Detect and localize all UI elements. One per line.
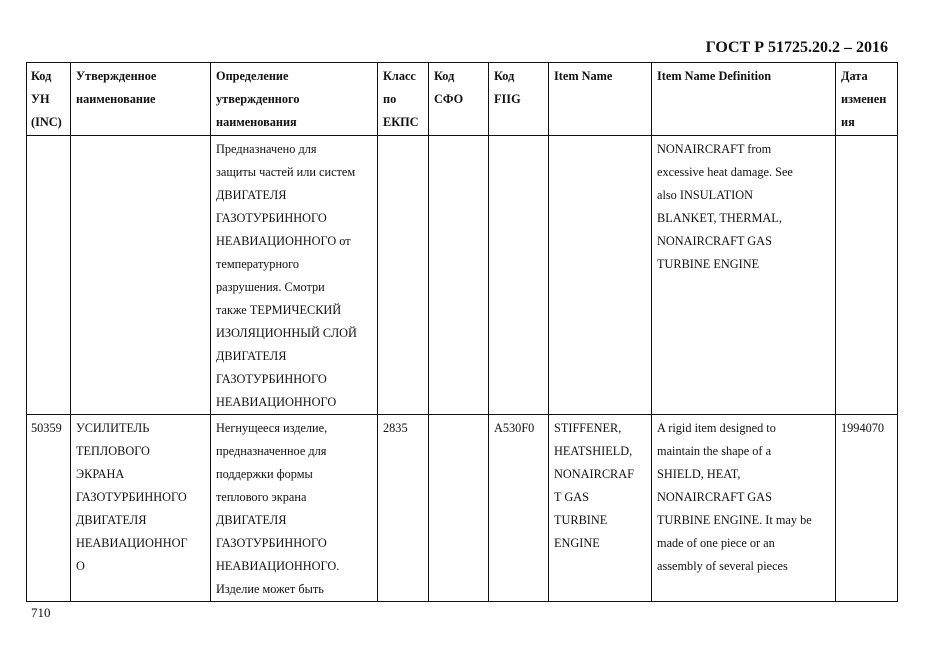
table-header-row: Код УН (INC) Утвержденное наименование О…	[26, 62, 898, 136]
cell-item-name-definition: A rigid item designed to maintain the sh…	[651, 414, 836, 602]
cell-item-name-definition: NONAIRCRAFT from excessive heat damage. …	[651, 135, 836, 415]
cell-sfo	[428, 135, 489, 415]
cell-date	[835, 135, 898, 415]
column-header-inc: Код УН (INC)	[26, 62, 71, 136]
column-header-approved-name: Утвержденное наименование	[70, 62, 211, 136]
cell-definition: Негнущееся изделие, предназначенное для …	[210, 414, 378, 602]
column-header-item-name: Item Name	[548, 62, 652, 136]
column-header-date: Дата изменен ия	[835, 62, 898, 136]
cell-sfo	[428, 414, 489, 602]
page-number: 710	[31, 605, 51, 620]
catalog-table: Код УН (INC) Утвержденное наименование О…	[26, 62, 898, 602]
column-header-definition: Определение утвержденного наименования	[210, 62, 378, 136]
cell-inc	[26, 135, 71, 415]
cell-approved-name: УСИЛИТЕЛЬ ТЕПЛОВОГО ЭКРАНА ГАЗОТУРБИННОГ…	[70, 414, 211, 602]
column-header-item-name-definition: Item Name Definition	[651, 62, 836, 136]
cell-item-name	[548, 135, 652, 415]
document-title: ГОСТ Р 51725.20.2 – 2016	[705, 39, 888, 56]
cell-fiig	[488, 135, 549, 415]
cell-class	[377, 135, 429, 415]
column-header-sfo: Код СФО	[428, 62, 489, 136]
cell-item-name: STIFFENER, HEATSHIELD, NONAIRCRAF T GAS …	[548, 414, 652, 602]
cell-inc: 50359	[26, 414, 71, 602]
table-row: 50359 УСИЛИТЕЛЬ ТЕПЛОВОГО ЭКРАНА ГАЗОТУР…	[26, 414, 898, 602]
cell-definition: Предназначено для защиты частей или сист…	[210, 135, 378, 415]
table-row: Предназначено для защиты частей или сист…	[26, 135, 898, 415]
column-header-class: Класс по ЕКПС	[377, 62, 429, 136]
cell-date: 1994070	[835, 414, 898, 602]
cell-fiig: A530F0	[488, 414, 549, 602]
cell-approved-name	[70, 135, 211, 415]
cell-class: 2835	[377, 414, 429, 602]
column-header-fiig: Код FIIG	[488, 62, 549, 136]
